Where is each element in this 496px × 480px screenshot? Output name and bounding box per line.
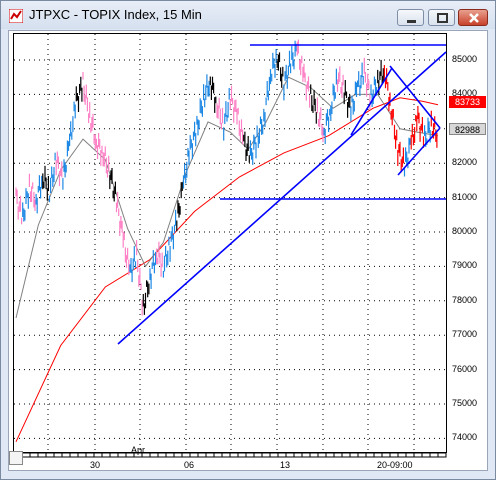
- y-tick-label: 74000: [452, 432, 478, 443]
- x-tick-label: Apr: [131, 445, 146, 455]
- scroll-button[interactable]: [9, 451, 23, 465]
- moving-average-slow: [15, 97, 439, 443]
- current-price-tag: 83733: [449, 96, 486, 108]
- x-tick-label: 30: [90, 460, 101, 470]
- y-tick-label: 77000: [452, 329, 478, 340]
- y-tick-label: 80000: [452, 226, 478, 236]
- y-tick-label: 82000: [452, 157, 478, 168]
- minimize-button[interactable]: [397, 9, 424, 26]
- app-icon: [9, 9, 23, 23]
- maximize-icon: [437, 13, 448, 23]
- y-tick-label: 85000: [452, 54, 478, 64]
- y-tick-label: 76000: [452, 363, 478, 374]
- trendline: [117, 51, 447, 345]
- y-tick-label: 79000: [452, 260, 478, 271]
- x-tick-label: 20-09:00: [377, 460, 413, 470]
- y-tick-label: 81000: [452, 191, 478, 202]
- close-button[interactable]: [458, 9, 488, 26]
- y-tick-label: 75000: [452, 398, 478, 408]
- title-bar[interactable]: JTPXC - TOPIX Index, 15 Min: [1, 1, 495, 29]
- maximize-button[interactable]: [428, 9, 455, 26]
- trendline: [397, 127, 441, 176]
- reference-price-tag: 82988: [449, 123, 486, 135]
- y-tick-label: 84000: [452, 88, 478, 99]
- close-icon: [469, 13, 479, 23]
- minimize-icon: [407, 20, 416, 23]
- trendline: [389, 65, 441, 129]
- x-tick-label: 13: [280, 460, 291, 470]
- y-tick-label: 78000: [452, 294, 478, 305]
- x-tick-label: 06: [184, 460, 195, 470]
- trendline: [350, 67, 393, 136]
- window-title: JTPXC - TOPIX Index, 15 Min: [29, 7, 202, 22]
